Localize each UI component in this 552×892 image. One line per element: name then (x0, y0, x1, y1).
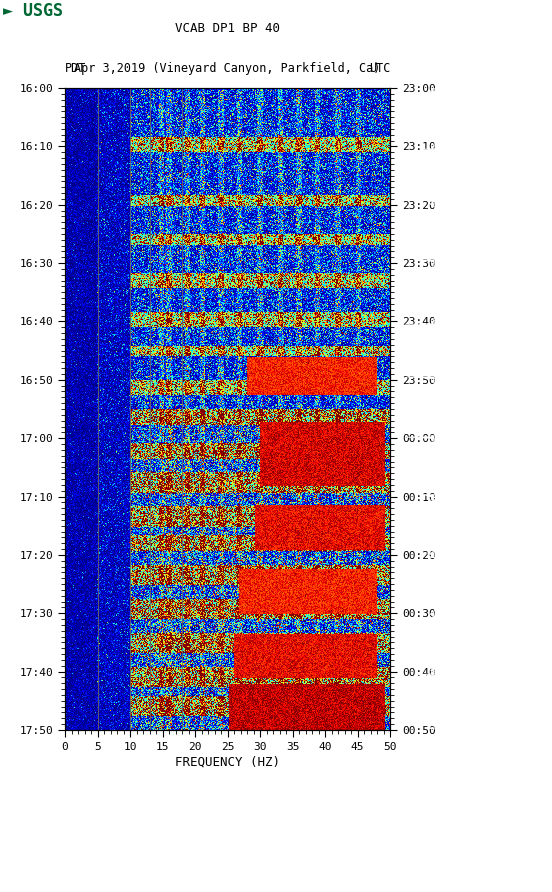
Text: VCAB DP1 BP 40: VCAB DP1 BP 40 (175, 22, 280, 36)
Text: PDT: PDT (65, 62, 86, 76)
X-axis label: FREQUENCY (HZ): FREQUENCY (HZ) (175, 756, 280, 769)
Text: UTC: UTC (369, 62, 390, 76)
Text: Apr 3,2019 (Vineyard Canyon, Parkfield, Ca): Apr 3,2019 (Vineyard Canyon, Parkfield, … (75, 62, 381, 76)
Text: ► USGS: ► USGS (3, 2, 63, 20)
